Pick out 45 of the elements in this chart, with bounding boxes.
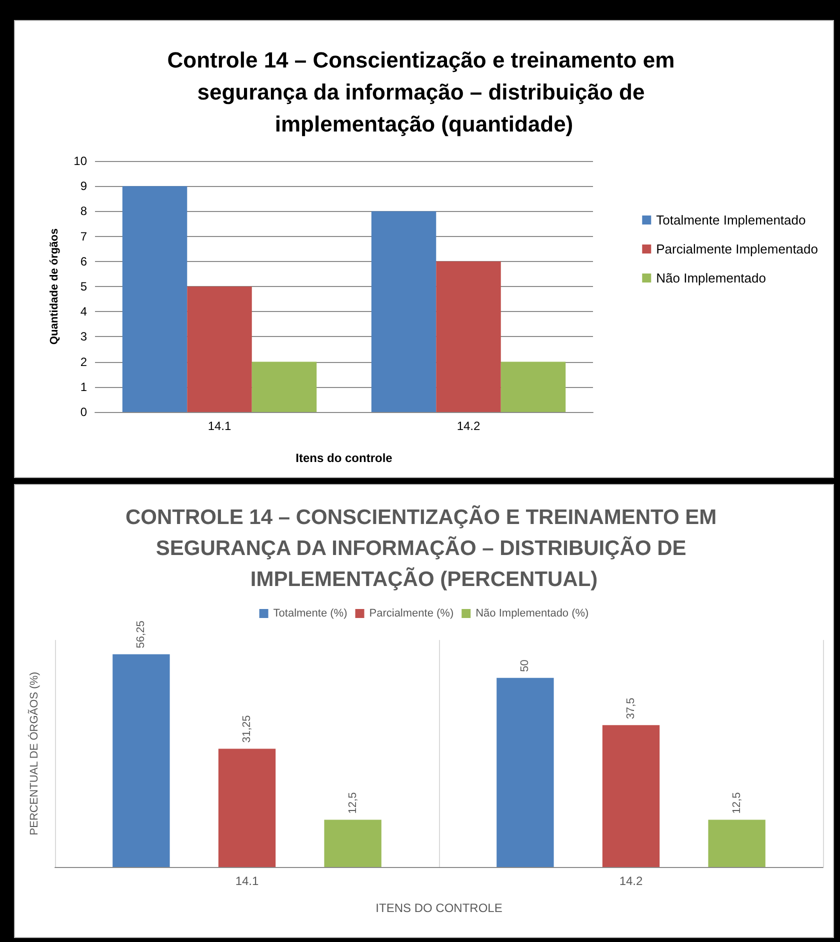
bar bbox=[708, 820, 766, 867]
y-tick-label: 10 bbox=[74, 154, 88, 168]
data-label: 12,5 bbox=[346, 792, 359, 814]
x-tick-label: 14.1 bbox=[235, 874, 259, 888]
y-tick-label: 3 bbox=[80, 330, 88, 344]
bar bbox=[218, 748, 276, 867]
x-tick-label: 14.2 bbox=[619, 874, 643, 888]
legend-label: Não Implementado (%) bbox=[476, 608, 589, 620]
data-label: 12,5 bbox=[730, 792, 743, 814]
bar bbox=[112, 654, 170, 867]
x-axis-title: ITENS DO CONTROLE bbox=[376, 901, 502, 915]
data-label: 37,5 bbox=[625, 698, 637, 720]
y-axis-title: Quantidade de órgãos bbox=[48, 228, 60, 345]
bar bbox=[324, 820, 382, 867]
y-tick-label: 0 bbox=[80, 405, 88, 419]
bar bbox=[500, 362, 566, 412]
y-tick-label: 5 bbox=[80, 280, 88, 294]
bar bbox=[371, 211, 436, 412]
y-tick-label: 1 bbox=[80, 380, 88, 394]
y-axis-title: PERCENTUAL DE ÓRGÃOS (%) bbox=[28, 672, 40, 836]
y-tick-label: 2 bbox=[80, 354, 88, 369]
chart-title: Controle 14 – Conscientização e treinamento em segurança da informação – distribuição de implementação (quantidade) bbox=[167, 48, 681, 136]
data-label: 56,25 bbox=[135, 620, 148, 648]
y-tick-label: 7 bbox=[80, 229, 88, 244]
x-tick-label: 14.1 bbox=[208, 419, 232, 433]
y-tick-label: 8 bbox=[80, 204, 88, 218]
bar bbox=[436, 261, 501, 412]
bar bbox=[122, 186, 188, 412]
chart-title: CONTROLE 14 – CONSCIENTIZAÇÃO E TREINAMENTO EM SEGURANÇA DA INFORMAÇÃO – DISTRIBUIÇÃO DE IMPLEMENTAÇÃO (PERCENTUAL) bbox=[126, 505, 722, 591]
bar bbox=[496, 678, 554, 867]
bar bbox=[187, 286, 252, 412]
legend-label: Parcialmente (%) bbox=[369, 608, 454, 620]
data-label: 31,25 bbox=[241, 715, 253, 743]
bar bbox=[602, 725, 660, 867]
x-tick-label: 14.2 bbox=[456, 419, 480, 433]
y-tick-label: 4 bbox=[80, 304, 88, 319]
y-tick-label: 6 bbox=[80, 254, 88, 268]
legend-label: Parcialmente Implementado bbox=[656, 242, 818, 256]
x-axis-title: Itens do controle bbox=[296, 451, 393, 465]
legend-label: Totalmente Implementado bbox=[656, 212, 806, 228]
legend-label: Não Implementado bbox=[656, 270, 766, 286]
data-label: 50 bbox=[519, 660, 532, 672]
y-tick-label: 9 bbox=[80, 179, 88, 194]
legend-label: Totalmente (%) bbox=[273, 608, 348, 620]
bar bbox=[252, 362, 317, 412]
